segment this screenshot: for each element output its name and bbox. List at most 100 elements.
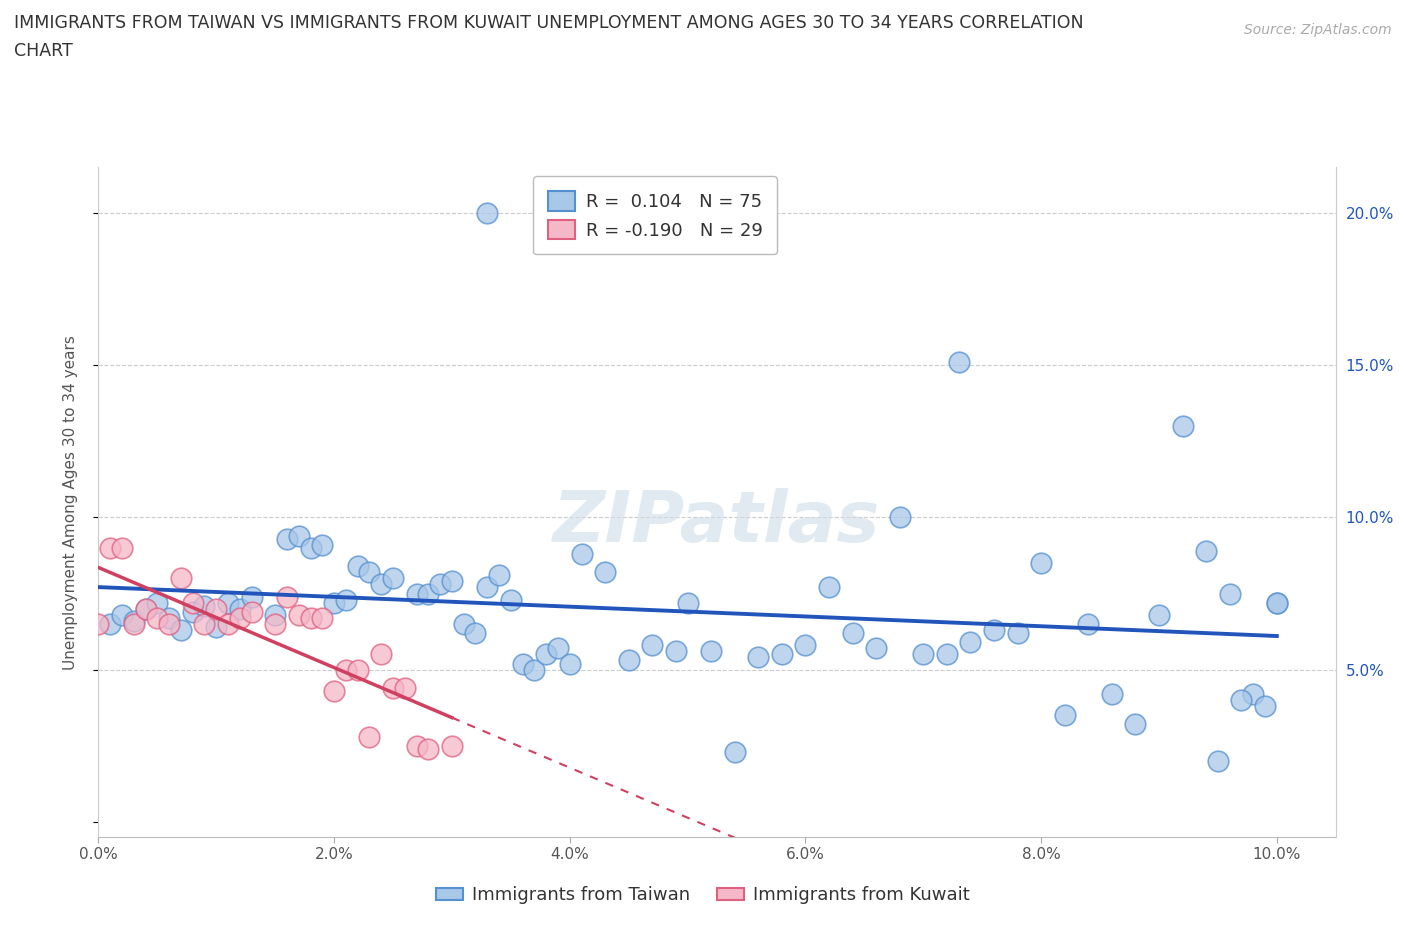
Point [477,580,499,595]
Point [264,607,287,622]
Point [217,595,239,610]
Point [499,592,522,607]
Point [335,592,357,607]
Point [547,641,569,656]
Point [135,602,157,617]
Point [1029,555,1052,570]
Point [181,595,204,610]
Point [1230,693,1253,708]
Point [983,622,1005,637]
Text: ZIPatlas: ZIPatlas [554,488,880,557]
Text: IMMIGRANTS FROM TAIWAN VS IMMIGRANTS FROM KUWAIT UNEMPLOYMENT AMONG AGES 30 TO 3: IMMIGRANTS FROM TAIWAN VS IMMIGRANTS FRO… [14,14,1084,32]
Point [440,738,463,753]
Point [477,206,499,220]
Point [193,617,215,631]
Point [276,531,298,546]
Point [617,653,640,668]
Point [157,617,180,631]
Point [948,354,970,369]
Point [700,644,723,658]
Point [1101,686,1123,701]
Point [323,595,346,610]
Point [240,589,263,604]
Point [523,662,546,677]
Point [1265,595,1288,610]
Point [181,604,204,619]
Point [287,528,309,543]
Point [405,586,427,601]
Point [1007,626,1029,641]
Legend: Immigrants from Taiwan, Immigrants from Kuwait: Immigrants from Taiwan, Immigrants from … [429,879,977,911]
Point [323,684,346,698]
Point [205,619,228,634]
Point [193,598,215,613]
Point [464,626,486,641]
Point [724,744,747,759]
Point [135,602,157,617]
Text: CHART: CHART [14,42,73,60]
Point [865,641,887,656]
Point [335,662,357,677]
Point [1241,686,1264,701]
Point [157,610,180,625]
Point [382,571,405,586]
Point [346,559,368,574]
Point [311,610,333,625]
Point [299,610,322,625]
Point [170,571,193,586]
Point [1219,586,1241,601]
Point [111,607,134,622]
Point [912,647,935,662]
Point [1147,607,1170,622]
Point [794,638,817,653]
Point [959,635,981,650]
Point [229,602,252,617]
Point [311,538,333,552]
Point [346,662,368,677]
Point [1206,753,1229,768]
Point [571,547,593,562]
Point [122,617,145,631]
Point [1265,595,1288,610]
Point [440,574,463,589]
Text: Source: ZipAtlas.com: Source: ZipAtlas.com [1244,23,1392,37]
Point [512,656,534,671]
Point [359,729,381,744]
Point [534,647,557,662]
Point [935,647,957,662]
Point [370,647,392,662]
Point [889,510,911,525]
Point [841,626,863,641]
Point [418,741,440,756]
Point [1125,717,1147,732]
Point [405,738,427,753]
Point [287,607,309,622]
Point [488,568,510,583]
Legend: R =  0.104   N = 75, R = -0.190   N = 29: R = 0.104 N = 75, R = -0.190 N = 29 [533,177,778,254]
Point [558,656,581,671]
Point [299,540,322,555]
Point [382,681,405,696]
Point [418,586,440,601]
Point [429,577,451,591]
Point [1053,708,1076,723]
Point [1171,418,1194,433]
Point [122,614,145,629]
Point [205,602,228,617]
Point [98,540,121,555]
Point [240,604,263,619]
Point [394,681,416,696]
Point [229,610,252,625]
Point [217,617,239,631]
Point [1254,698,1277,713]
Point [747,650,769,665]
Y-axis label: Unemployment Among Ages 30 to 34 years: Unemployment Among Ages 30 to 34 years [63,335,77,670]
Point [641,638,664,653]
Point [111,540,134,555]
Point [146,595,169,610]
Point [676,595,699,610]
Point [665,644,688,658]
Point [818,580,841,595]
Point [276,589,298,604]
Point [359,565,381,579]
